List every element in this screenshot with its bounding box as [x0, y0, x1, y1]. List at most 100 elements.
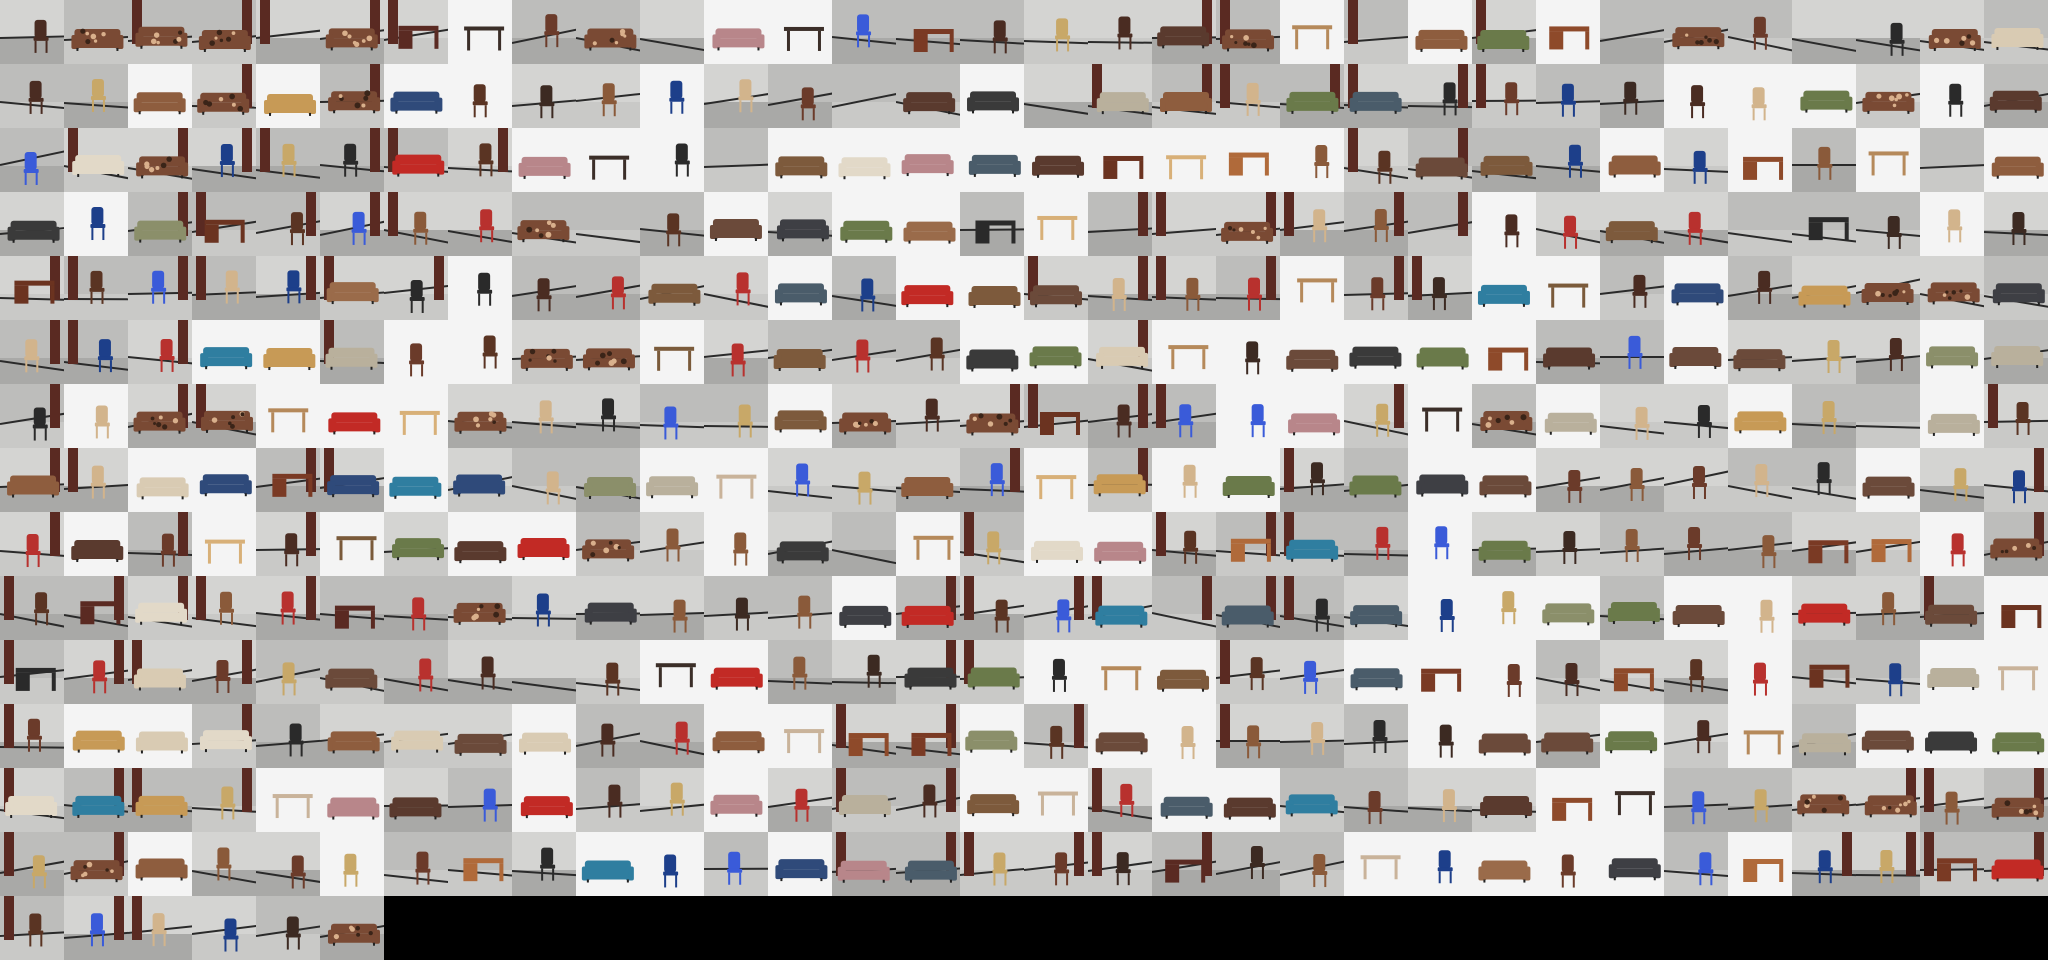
thumbnail-tile	[448, 448, 512, 512]
thumbnail-tile	[256, 576, 320, 640]
thumbnail-tile	[0, 768, 64, 832]
sofa-icon	[1608, 858, 1661, 881]
desk-icon	[1549, 26, 1590, 50]
thumbnail-tile	[448, 0, 512, 64]
sofa-icon	[1478, 733, 1531, 756]
chair-icon	[1303, 660, 1319, 694]
sofa-icon	[1416, 347, 1469, 370]
chair-icon	[1886, 215, 1902, 249]
thumbnail-tile	[0, 832, 64, 896]
thumbnail-tile	[768, 0, 832, 64]
desk-icon	[848, 733, 889, 757]
thumbnail-tile	[1536, 640, 1600, 704]
chair-icon	[94, 405, 110, 439]
empty-icon	[1088, 192, 1152, 256]
thumbnail-tile	[1024, 448, 1088, 512]
thumbnail-tile	[64, 832, 128, 896]
thumbnail-tile	[1984, 384, 2048, 448]
thumbnail-tile	[768, 448, 832, 512]
chair-icon	[286, 270, 302, 304]
chair-icon	[285, 916, 301, 950]
thumbnail-tile	[1408, 640, 1472, 704]
chair-icon	[1116, 404, 1132, 438]
floral-sofa-icon	[966, 413, 1019, 436]
thumbnail-tile	[1984, 832, 2048, 896]
chair-icon	[986, 531, 1002, 565]
thumbnail-tile	[1344, 832, 1408, 896]
floral-sofa-icon	[1672, 27, 1725, 50]
floral-sofa-icon	[328, 90, 381, 114]
chair-icon	[1817, 146, 1833, 180]
chair-icon	[992, 852, 1008, 886]
thumbnail-tile	[832, 832, 896, 896]
thumbnail-tile	[896, 832, 960, 896]
chair-icon	[90, 207, 106, 241]
chair-icon	[343, 143, 359, 177]
thumbnail-tile	[832, 576, 896, 640]
thumbnail-tile	[1792, 128, 1856, 192]
sofa-icon	[774, 283, 827, 306]
sofa-icon	[1160, 92, 1213, 115]
thumbnail-tile	[576, 192, 640, 256]
desk-icon	[1103, 155, 1144, 179]
thumbnail-tile	[384, 704, 448, 768]
thumbnail-tile	[0, 192, 64, 256]
thumbnail-tile	[1152, 768, 1216, 832]
chair-icon	[544, 14, 560, 48]
thumbnail-tile	[1920, 64, 1984, 128]
chair-icon	[735, 272, 751, 306]
table-icon	[1297, 278, 1338, 303]
thumbnail-tile	[1408, 320, 1472, 384]
thumbnail-tile	[1984, 704, 2048, 768]
thumbnail-tile	[1792, 768, 1856, 832]
desk-icon	[1808, 217, 1849, 241]
sofa-icon	[709, 219, 762, 242]
chair-icon	[1180, 726, 1196, 760]
thumbnail-tile	[768, 512, 832, 576]
chair-icon	[2011, 212, 2027, 246]
sofa-icon	[1992, 283, 2045, 306]
floral-sofa-icon	[520, 348, 573, 371]
chair-icon	[1245, 82, 1261, 116]
thumbnail-tile	[128, 512, 192, 576]
thumbnail-tile	[1600, 768, 1664, 832]
chair-icon	[1698, 852, 1714, 886]
chair-icon	[535, 593, 551, 627]
thumbnail-tile	[512, 512, 576, 576]
thumbnail-tile	[1152, 384, 1216, 448]
desk-icon	[913, 29, 954, 53]
floral-sofa-icon	[1864, 795, 1917, 818]
sofa-icon	[1861, 730, 1914, 753]
thumbnail-tile	[1856, 832, 1920, 896]
thumbnail-tile	[512, 448, 576, 512]
sofa-icon	[773, 348, 826, 371]
thumbnail-tile	[1984, 256, 2048, 320]
chair-icon	[1375, 403, 1391, 437]
chair-icon	[1888, 338, 1904, 372]
chair-icon	[24, 339, 40, 373]
thumbnail-tile	[1152, 256, 1216, 320]
thumbnail-tile	[576, 768, 640, 832]
chair-icon	[730, 343, 746, 377]
thumbnail-tile	[1024, 576, 1088, 640]
thumbnail-tile	[1408, 704, 1472, 768]
thumbnail-tile	[192, 0, 256, 64]
chair-icon	[536, 278, 552, 312]
thumbnail-tile	[1856, 192, 1920, 256]
chair-icon	[674, 143, 690, 177]
floral-sofa-icon	[70, 860, 123, 883]
chair-icon	[1049, 725, 1065, 759]
thumbnail-tile	[1984, 128, 2048, 192]
chair-icon	[1629, 467, 1645, 501]
thumbnail-tile	[1856, 256, 1920, 320]
sofa-icon	[1157, 669, 1210, 692]
thumbnail-tile	[1344, 256, 1408, 320]
thumbnail-tile	[576, 640, 640, 704]
desk-icon	[1743, 858, 1784, 882]
empty-icon	[1856, 384, 1920, 448]
thumbnail-tile	[0, 384, 64, 448]
thumbnail-tile	[448, 192, 512, 256]
thumbnail-tile	[64, 448, 128, 512]
thumbnail-tile	[1920, 704, 1984, 768]
table-icon	[655, 663, 696, 688]
